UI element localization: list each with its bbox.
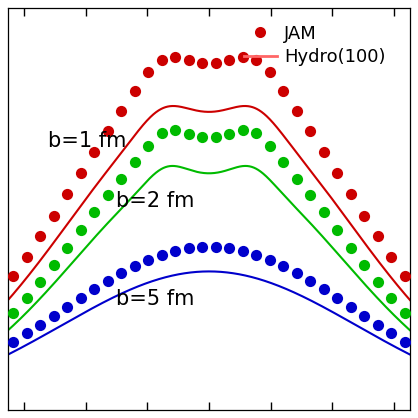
Point bbox=[267, 69, 273, 75]
Point bbox=[293, 108, 300, 115]
Point bbox=[212, 60, 219, 66]
Point bbox=[185, 130, 192, 137]
Point bbox=[361, 212, 368, 219]
Point bbox=[50, 262, 57, 268]
Point bbox=[348, 191, 354, 198]
Point bbox=[77, 170, 84, 176]
Point bbox=[104, 277, 111, 284]
Point bbox=[375, 233, 381, 240]
Point bbox=[253, 251, 260, 258]
Point bbox=[334, 170, 341, 176]
Point bbox=[37, 279, 43, 285]
Point bbox=[253, 56, 260, 63]
Point bbox=[212, 134, 219, 141]
Point bbox=[145, 142, 151, 149]
Point bbox=[348, 303, 354, 310]
Point bbox=[131, 263, 138, 269]
Legend: JAM, Hydro(100): JAM, Hydro(100) bbox=[237, 18, 393, 73]
Point bbox=[172, 126, 178, 133]
Point bbox=[50, 312, 57, 319]
Point bbox=[23, 330, 30, 336]
Point bbox=[375, 321, 381, 328]
Point bbox=[280, 159, 287, 166]
Point bbox=[158, 56, 165, 63]
Point bbox=[388, 330, 395, 336]
Point bbox=[172, 54, 178, 60]
Point bbox=[77, 294, 84, 301]
Point bbox=[50, 212, 57, 219]
Point bbox=[402, 338, 408, 345]
Point bbox=[199, 134, 206, 141]
Point bbox=[10, 272, 16, 279]
Point bbox=[280, 263, 287, 269]
Point bbox=[348, 244, 354, 251]
Point bbox=[145, 69, 151, 75]
Point bbox=[104, 128, 111, 135]
Point bbox=[334, 227, 341, 233]
Point bbox=[37, 233, 43, 240]
Point bbox=[267, 256, 273, 263]
Point bbox=[91, 285, 97, 292]
Point bbox=[77, 227, 84, 233]
Point bbox=[37, 321, 43, 328]
Point bbox=[145, 256, 151, 263]
Point bbox=[226, 130, 233, 137]
Point bbox=[91, 209, 97, 216]
Point bbox=[64, 303, 70, 310]
Point bbox=[118, 176, 125, 182]
Point bbox=[158, 130, 165, 136]
Point bbox=[240, 247, 246, 254]
Point bbox=[10, 338, 16, 345]
Point bbox=[388, 253, 395, 260]
Point bbox=[212, 243, 219, 250]
Point bbox=[226, 245, 233, 251]
Text: b=2 fm: b=2 fm bbox=[116, 191, 195, 211]
Point bbox=[226, 56, 233, 63]
Text: b=5 fm: b=5 fm bbox=[116, 289, 195, 309]
Point bbox=[172, 247, 178, 254]
Point bbox=[321, 209, 327, 216]
Point bbox=[158, 251, 165, 258]
Point bbox=[307, 277, 314, 284]
Point bbox=[253, 130, 260, 136]
Point bbox=[199, 60, 206, 66]
Point bbox=[361, 262, 368, 268]
Point bbox=[321, 285, 327, 292]
Point bbox=[293, 270, 300, 276]
Point bbox=[402, 272, 408, 279]
Text: b=1 fm: b=1 fm bbox=[48, 130, 127, 150]
Point bbox=[199, 243, 206, 250]
Point bbox=[118, 270, 125, 276]
Point bbox=[402, 310, 408, 316]
Point bbox=[267, 142, 273, 149]
Point bbox=[64, 244, 70, 251]
Point bbox=[23, 253, 30, 260]
Point bbox=[10, 310, 16, 316]
Point bbox=[240, 126, 246, 133]
Point bbox=[185, 245, 192, 251]
Point bbox=[307, 128, 314, 135]
Point bbox=[240, 54, 246, 60]
Point bbox=[64, 191, 70, 198]
Point bbox=[321, 148, 327, 155]
Point bbox=[91, 148, 97, 155]
Point bbox=[388, 295, 395, 301]
Point bbox=[104, 192, 111, 199]
Point bbox=[361, 312, 368, 319]
Point bbox=[118, 108, 125, 115]
Point bbox=[307, 192, 314, 199]
Point bbox=[375, 279, 381, 285]
Point bbox=[280, 87, 287, 94]
Point bbox=[293, 176, 300, 182]
Point bbox=[334, 294, 341, 301]
Point bbox=[131, 87, 138, 94]
Point bbox=[185, 56, 192, 63]
Point bbox=[23, 295, 30, 301]
Point bbox=[131, 159, 138, 166]
